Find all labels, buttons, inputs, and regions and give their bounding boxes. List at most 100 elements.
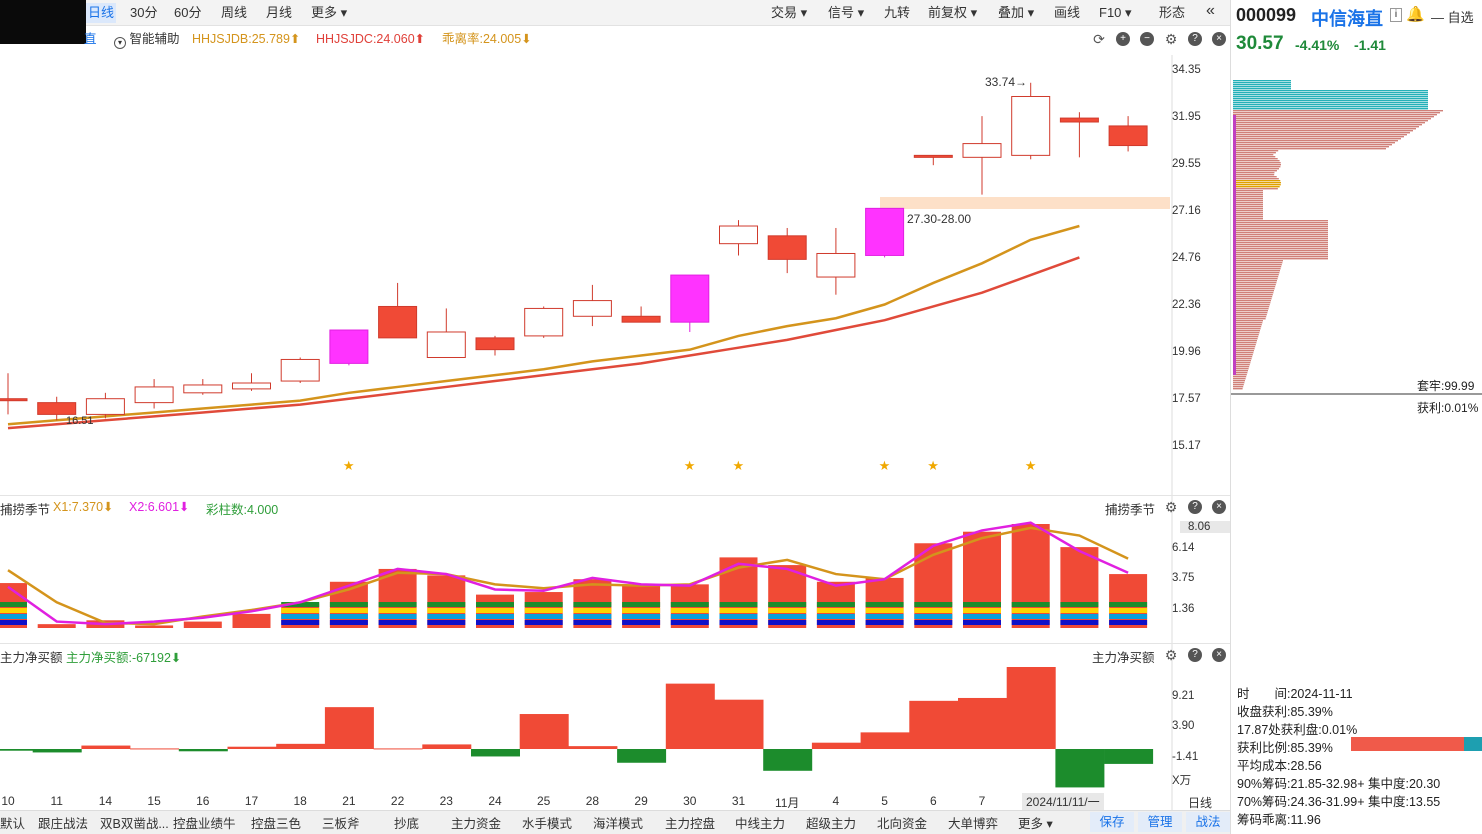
close-icon[interactable]: × [1212,32,1226,46]
net-buy-bar [617,749,667,763]
strategy-tab[interactable]: 双B双凿战... [100,817,169,831]
sub1-y-tick: 6.14 [1172,542,1195,554]
chip-row [1233,288,1275,290]
tab-month[interactable]: 月线 [266,5,293,20]
sub1-y-tick: 3.75 [1172,572,1195,584]
candle-body [719,225,758,245]
x-tick: 6 [929,794,937,808]
sub1-gear-icon[interactable]: ⚙ [1164,499,1178,515]
tab-more[interactable]: 更多 ▾ [311,5,348,20]
season-stripe [1060,620,1099,625]
chip-row [1233,226,1328,228]
sub1-title: 捕捞季节 [0,503,51,517]
season-stripe [670,614,709,619]
chip-row [1233,350,1254,352]
overlay-button[interactable]: 叠加 ▾ [998,5,1035,20]
draw-line-button[interactable]: 画线 [1054,5,1081,20]
strategy-tab[interactable]: 中线主力 [735,817,786,831]
strategy-tab[interactable]: 三板斧 [322,817,360,831]
candle-body [816,252,856,278]
chip-row [1233,110,1443,112]
bell-icon[interactable]: 🔔 [1406,6,1425,23]
chip-row [1233,334,1259,336]
strategy-tab[interactable]: 控盘业绩牛 [173,817,236,831]
strategy-tab[interactable]: 水手模式 [522,817,573,831]
sub1-close-icon[interactable]: × [1212,500,1226,514]
strategy-tab[interactable]: 大单博弈 [948,817,999,831]
avg-cost: 平均成本:28.56 [1237,759,1322,773]
gear-icon[interactable]: ⚙ [1164,31,1178,47]
sub2-value: 主力净买额:-67192⬇ [66,651,182,665]
chip-row [1233,354,1253,356]
profit-ratio-bar [1351,737,1482,751]
chip-row [1233,238,1328,240]
stock-name[interactable]: 中信海直 [1311,9,1383,29]
chip-row [1233,148,1386,150]
add-watchlist-button[interactable]: — 自选 [1431,10,1474,25]
x-tick: 17 [244,794,259,808]
season-stripe [0,608,27,613]
chip-row [1233,200,1263,202]
trade-button[interactable]: 交易 ▾ [771,5,808,20]
chip-row [1233,80,1291,82]
strategy-tab[interactable]: 跟庄战法 [38,817,89,831]
chip-row [1233,140,1398,142]
signal-button[interactable]: 信号 ▾ [828,5,865,20]
manage-button[interactable]: 管理 [1138,812,1182,832]
chip-row [1233,94,1428,96]
strategy-button[interactable]: 战法 [1186,812,1230,832]
ma-red-line [7,256,1080,430]
tab-day[interactable]: 日线 [86,3,117,23]
adjust-button[interactable]: 前复权 ▾ [928,5,978,20]
kline-chart[interactable]: ★ ★ ★ ★ ★ ★ [0,0,1230,810]
season-stripe [573,608,612,613]
indicator-link[interactable]: 直 [84,32,97,46]
info-icon[interactable]: i [1390,8,1402,22]
net-buy-bar [0,749,33,751]
strategy-tab[interactable]: 更多 ▾ [1018,817,1053,831]
chip-row [1233,302,1271,304]
chip-row [1233,306,1270,308]
strategy-tab[interactable]: 超级主力 [806,817,857,831]
season-bar [1109,574,1148,628]
smart-assist-toggle[interactable]: ▾ 智能辅助 [114,30,180,49]
strategy-tab[interactable]: 抄底 [394,817,420,831]
strategy-tab[interactable]: 北向资金 [877,817,928,831]
collapse-icon[interactable]: « [1206,2,1215,19]
profit-ratio-short: 获利:0.01% [1417,401,1479,415]
panel-divider [0,643,1230,644]
sub1-bars-count: 彩柱数:4.000 [206,503,279,517]
tab-30min[interactable]: 30分 [130,5,158,20]
pattern-button[interactable]: 形态 [1159,5,1186,20]
chip-row [1233,190,1263,192]
strategy-tab[interactable]: 控盘三色 [251,817,302,831]
season-stripe [1109,614,1148,619]
sub2-gear-icon[interactable]: ⚙ [1164,647,1178,663]
chip-row [1233,122,1425,124]
strategy-tab[interactable]: 默认 [0,817,26,831]
net-buy-bar [81,745,131,749]
zoom-in-icon[interactable]: + [1116,32,1130,46]
candle-body [232,382,271,390]
strategy-tab[interactable]: 主力控盘 [665,817,716,831]
tab-week[interactable]: 周线 [221,5,248,20]
chip-row [1233,112,1440,114]
chip-row [1233,164,1281,166]
refresh-icon[interactable]: ⟳ [1093,31,1105,47]
zoom-out-icon[interactable]: − [1140,32,1154,46]
save-button[interactable]: 保存 [1090,812,1134,832]
net-buy-bar [909,700,959,749]
strategy-tab[interactable]: 海洋模式 [593,817,644,831]
y-tick: 24.76 [1172,252,1201,264]
tab-60min[interactable]: 60分 [174,5,202,20]
nine-turn-button[interactable]: 九转 [884,5,911,20]
strategy-tab[interactable]: 主力资金 [451,817,502,831]
sub2-help-icon[interactable]: ? [1188,648,1202,662]
help-icon[interactable]: ? [1188,32,1202,46]
f10-button[interactable]: F10 ▾ [1099,5,1132,20]
sub2-close-icon[interactable]: × [1212,648,1226,662]
season-stripe [622,620,661,625]
x2-line [7,521,1129,626]
sub1-help-icon[interactable]: ? [1188,500,1202,514]
season-stripe [768,602,807,607]
